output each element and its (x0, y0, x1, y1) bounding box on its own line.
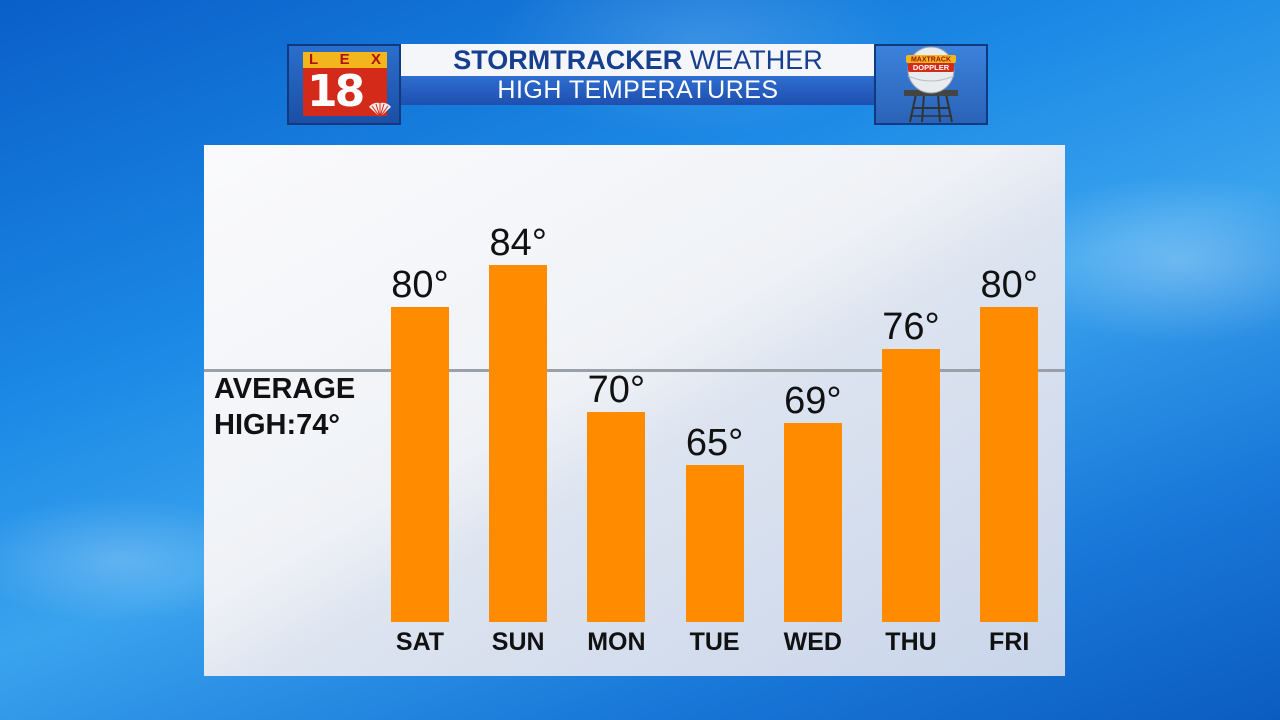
average-label: AVERAGE HIGH:74° (214, 371, 394, 443)
doppler-badge-bottom: DOPPLER (913, 63, 950, 72)
day-label-thu: THU (885, 628, 937, 656)
logo-letter: E (339, 51, 350, 68)
bar-sun (489, 265, 548, 622)
page-subtitle: HIGH TEMPERATURES (401, 76, 875, 105)
doppler-logo: MAXTRACK DOPPLER (874, 44, 988, 125)
bar-thu (882, 349, 940, 622)
bar-fri (980, 307, 1039, 622)
value-label-wed: 69° (784, 379, 842, 422)
radar-tower-icon: MAXTRACK DOPPLER (904, 46, 958, 123)
value-label-thu: 76° (882, 306, 940, 348)
station-logo: L E X 18 (287, 44, 401, 125)
title-bold: STORMTRACKER (453, 45, 683, 75)
doppler-badge-top: MAXTRACK (911, 57, 951, 64)
value-label-tue: 65° (685, 421, 744, 464)
bar-sat (391, 307, 449, 622)
value-label-fri: 80° (980, 264, 1038, 306)
logo-letter: L (309, 51, 319, 68)
page-title: STORMTRACKER WEATHER (401, 44, 875, 76)
logo-letter: X (370, 51, 381, 68)
title-regular: WEATHER (689, 45, 823, 75)
bar-mon (587, 412, 646, 622)
average-label-line1: AVERAGE (214, 373, 356, 405)
value-label-sun: 84° (489, 222, 547, 264)
average-line (204, 369, 1065, 372)
peacock-icon (369, 102, 391, 117)
day-label-mon: MON (587, 628, 646, 656)
bar-wed (783, 422, 842, 622)
average-label-line2: HIGH:74° (214, 409, 341, 441)
value-label-sat: 80° (391, 264, 449, 306)
day-label-sat: SAT (395, 628, 445, 656)
day-label-fri: FRI (989, 628, 1030, 656)
day-label-sun: SUN (491, 628, 545, 656)
title-banner: STORMTRACKER WEATHER HIGH TEMPERATURES (401, 44, 875, 105)
day-label-wed: WED (783, 628, 842, 656)
bar-tue (685, 464, 744, 622)
day-label-tue: TUE (689, 628, 740, 656)
logo-lex-strip: L E X (303, 52, 387, 68)
chart-panel: AVERAGE HIGH:74° 80° SAT 84° SUN 70° MON 65° TU… (204, 145, 1065, 676)
value-label-mon: 70° (587, 369, 646, 411)
